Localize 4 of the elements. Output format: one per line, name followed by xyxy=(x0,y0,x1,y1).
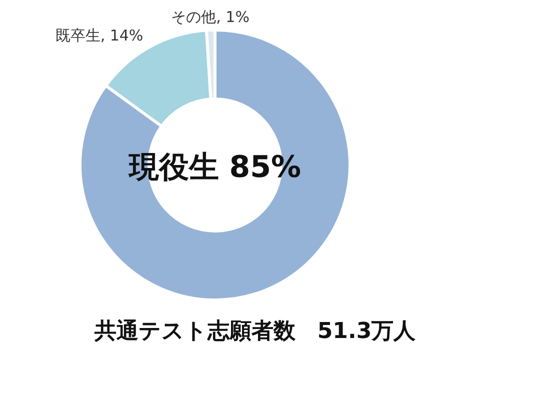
slice-label: 現役生 85% xyxy=(128,150,302,185)
slice-label: 既卒生, 14% xyxy=(55,26,144,44)
text: 共通テスト志願者数 51.3万人 xyxy=(93,319,417,344)
slice-label: その他, 1% xyxy=(171,8,250,26)
